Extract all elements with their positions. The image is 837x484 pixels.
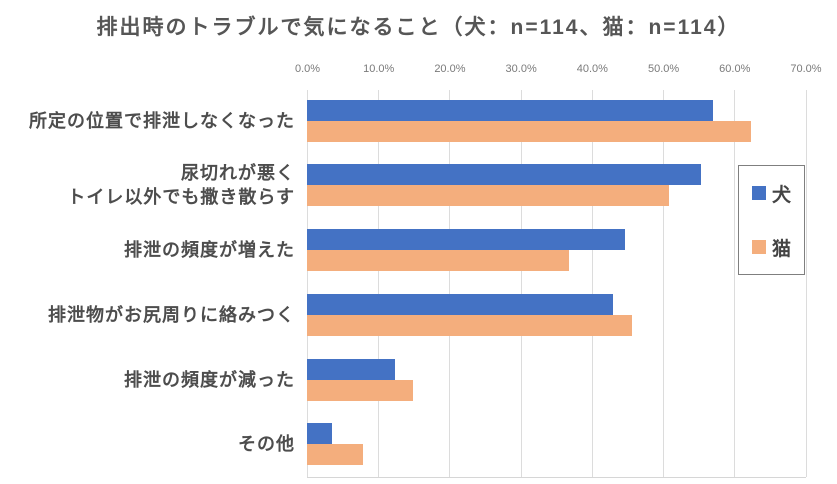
gridline: [591, 90, 593, 477]
category-label-2: 排泄の頻度が増えた: [124, 240, 295, 261]
category-label-3: 排泄物がお尻周りに絡みつく: [48, 304, 295, 325]
category-axis: 所定の位置で排泄しなくなった尿切れが悪く トイレ以外でも撒き散らす排泄の頻度が増え…: [0, 90, 301, 477]
legend-entry-dog: 犬: [751, 180, 791, 207]
bar-dog-2: [307, 229, 626, 251]
x-axis-tick-label: 10.0%: [363, 63, 395, 75]
x-axis-tick-label: 20.0%: [434, 63, 466, 75]
bar-cat-1: [307, 185, 670, 207]
category-label-1: 尿切れが悪く トイレ以外でも撒き散らす: [67, 163, 295, 208]
legend: 犬猫: [738, 165, 805, 275]
x-axis-tick-label: 50.0%: [647, 63, 680, 75]
bar-cat-5: [307, 444, 364, 466]
gridline: [663, 90, 665, 477]
category-label-5: その他: [238, 434, 295, 455]
legend-entry-cat: 猫: [751, 234, 791, 261]
legend-swatch-cat: [751, 240, 766, 254]
bar-cat-0: [307, 120, 751, 142]
gridline: [307, 90, 308, 477]
x-axis-tick-label: 70.0%: [790, 63, 822, 75]
legend-label-dog: 犬: [771, 184, 791, 206]
x-axis-tick-label: 0.0%: [294, 63, 321, 75]
bar-dog-4: [307, 358, 395, 380]
bar-cat-3: [307, 314, 632, 336]
bar-dog-1: [307, 164, 701, 186]
gridline: [805, 90, 807, 477]
bar-dog-0: [307, 99, 713, 121]
gridline: [734, 90, 736, 477]
chart-title: 排出時のトラブルで気になること（犬：n=114、猫：n=114）: [96, 16, 741, 39]
category-label-4: 排泄の頻度が減った: [124, 369, 295, 390]
legend-swatch-dog: [751, 186, 766, 200]
x-axis-tick-label: 60.0%: [719, 63, 751, 75]
bar-cat-4: [307, 379, 414, 401]
legend-label-cat: 猫: [771, 238, 791, 260]
x-axis-tick-label: 40.0%: [576, 63, 608, 75]
bar-dog-5: [307, 423, 332, 445]
bar-dog-3: [307, 293, 614, 315]
category-label-0: 所定の位置で排泄しなくなった: [29, 110, 295, 131]
x-axis: 0.0% 10.0% 20.0% 30.0% 40.0% 50.0% 60.0% 70.0%: [0, 63, 837, 78]
gridline: [378, 90, 380, 477]
plot-area: [307, 90, 807, 478]
gridline: [449, 90, 451, 477]
x-axis-tick-label: 30.0%: [505, 63, 537, 75]
gridline: [520, 90, 522, 477]
bar-cat-2: [307, 250, 570, 272]
